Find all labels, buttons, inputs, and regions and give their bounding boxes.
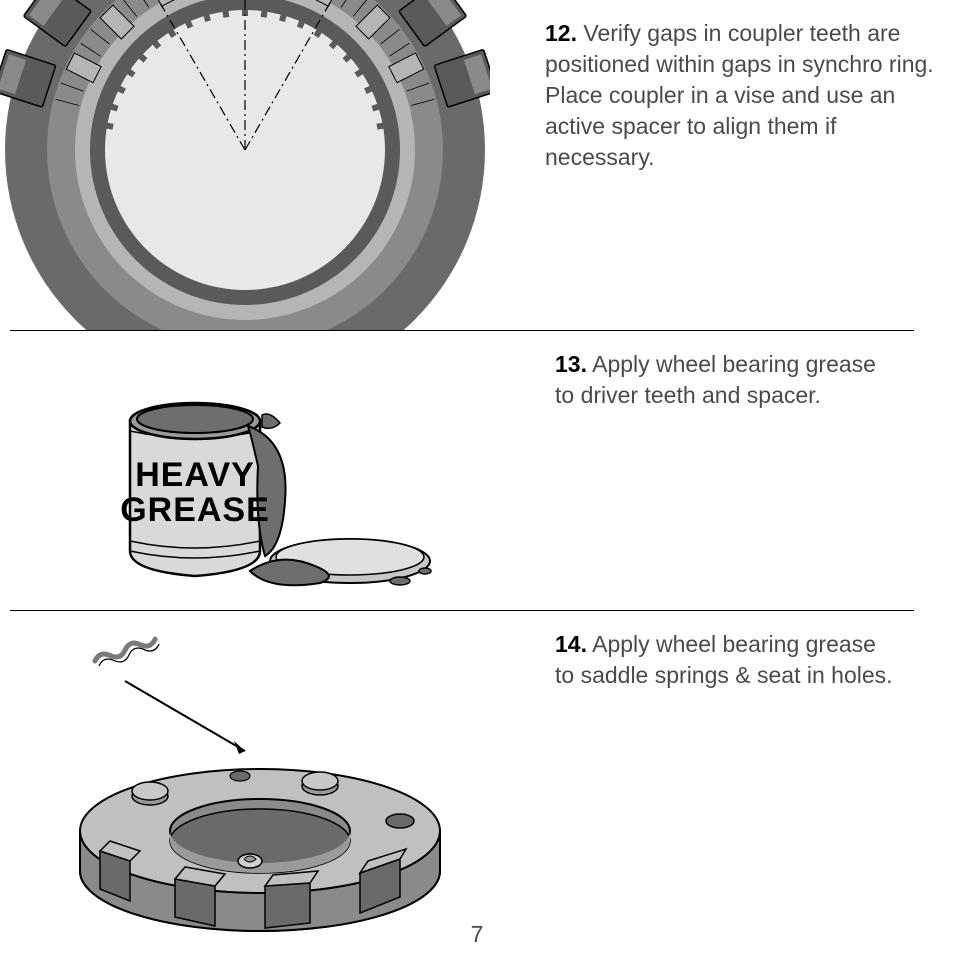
step-12-text: 12. Verify gaps in coupler teeth are pos…	[490, 0, 954, 173]
step-13-text: 13. Apply wheel bearing grease to driver…	[500, 331, 914, 411]
step-12-body: Verify gaps in coupler teeth are positio…	[545, 20, 934, 170]
coupler-svg	[0, 0, 490, 330]
ring-svg	[40, 631, 480, 950]
coupler-illustration	[0, 0, 490, 330]
spring-icon	[94, 635, 161, 671]
page-number: 7	[0, 921, 954, 948]
step-14-text: 14. Apply wheel bearing grease to saddle…	[500, 611, 914, 691]
step-13: HEAVY GREASE 13. Apply wheel bearing gre…	[10, 330, 914, 610]
step-12: 12. Verify gaps in coupler teeth are pos…	[0, 0, 954, 330]
grease-illustration: HEAVY GREASE	[10, 331, 500, 610]
step-13-number: 13.	[555, 351, 587, 377]
ring-illustration	[10, 611, 500, 950]
step-13-body: Apply wheel bearing grease to driver tee…	[555, 351, 876, 408]
step-14-number: 14.	[555, 631, 587, 657]
grease-label-1: HEAVY	[135, 456, 255, 494]
step-12-number: 12.	[545, 20, 577, 46]
grease-label-2: GREASE	[120, 491, 270, 529]
step-14: 14. Apply wheel bearing grease to saddle…	[10, 610, 914, 950]
grease-svg: HEAVY GREASE	[90, 371, 450, 601]
step-14-body: Apply wheel bearing grease to saddle spr…	[555, 631, 893, 688]
